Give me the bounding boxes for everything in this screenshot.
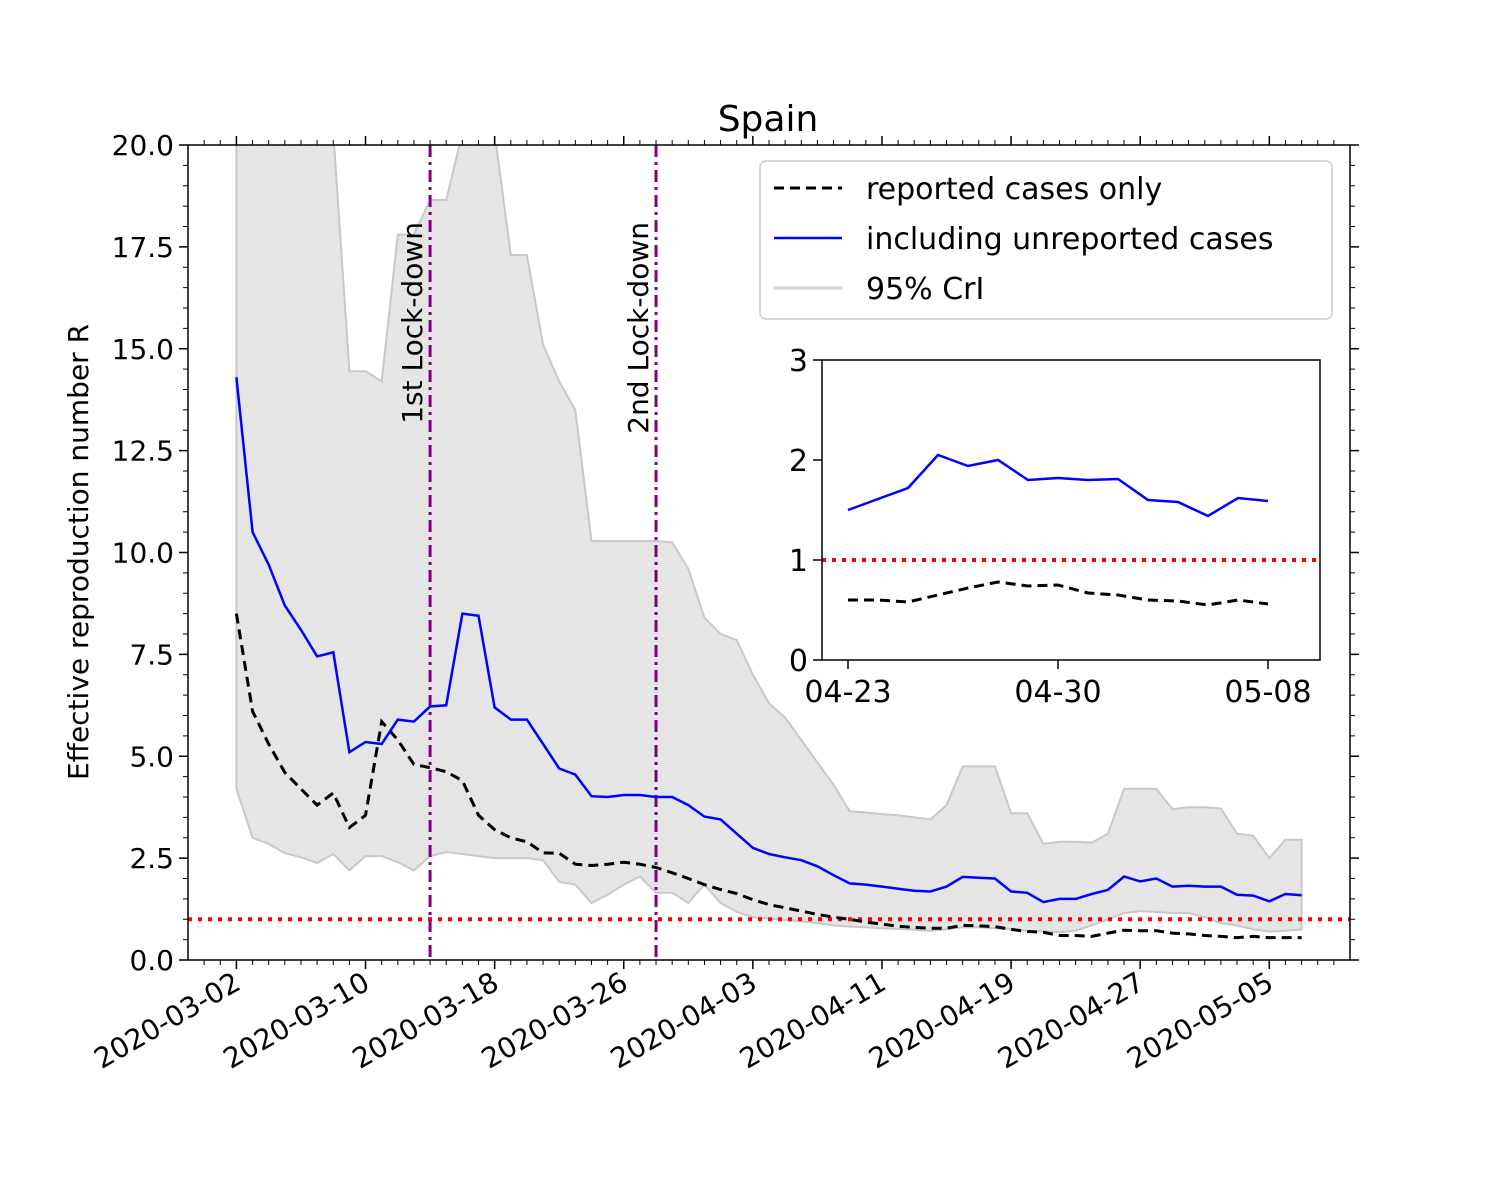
y-tick-label: 10.0 xyxy=(112,537,174,570)
series-reported-line xyxy=(234,613,1302,940)
inset-x-tick-label: 04-30 xyxy=(1014,675,1101,710)
y-tick-label: 7.5 xyxy=(129,638,174,671)
inset-y-tick-label: 0 xyxy=(789,644,808,679)
inset-x-tick-label: 05-08 xyxy=(1224,675,1311,710)
x-tick-label: 2020-04-11 xyxy=(734,965,891,1075)
x-tick-label: 2020-04-27 xyxy=(992,965,1149,1075)
x-tick-label: 2020-05-05 xyxy=(1121,965,1278,1075)
lockdown-label-2: 2nd Lock-down xyxy=(622,222,655,434)
x-tick-label: 2020-04-19 xyxy=(863,965,1020,1075)
legend-label-band: 95% CrI xyxy=(866,272,984,307)
inset-y-tick-label: 3 xyxy=(789,344,808,379)
credible-interval-band xyxy=(235,145,1303,934)
y-axis-label: Effective reproduction number R xyxy=(62,324,95,780)
y-tick-label: 15.0 xyxy=(112,333,174,366)
x-tick-label: 2020-04-03 xyxy=(605,965,762,1075)
inset-plot: 04-23 04-30 05-08 0 1 2 3 xyxy=(789,344,1321,710)
y-tick-label: 20.0 xyxy=(112,129,174,162)
inset-y-tick-label: 1 xyxy=(789,544,808,579)
x-tick-label: 2020-03-10 xyxy=(218,965,375,1075)
chart-title: Spain xyxy=(718,99,819,140)
inset-series-reported-line xyxy=(848,580,1269,607)
lockdown-label-1: 1st Lock-down xyxy=(396,222,429,424)
x-tick-label: 2020-03-18 xyxy=(347,965,504,1075)
x-tick-label: 2020-03-26 xyxy=(476,965,633,1075)
y-tick-label: 12.5 xyxy=(112,435,174,468)
inset-series-unreported-line xyxy=(847,453,1269,518)
inset-x-tick-label: 04-23 xyxy=(804,675,891,710)
y-tick-label: 0.0 xyxy=(129,944,174,977)
x-tick-label: 2020-03-02 xyxy=(88,965,245,1075)
y-tick-label: 2.5 xyxy=(129,842,174,875)
series-unreported-line xyxy=(235,377,1302,904)
inset-y-tick-label: 2 xyxy=(789,444,808,479)
y-tick-label: 5.0 xyxy=(129,740,174,773)
inset-background xyxy=(822,360,1320,660)
y-tick-label: 17.5 xyxy=(112,231,174,264)
legend-frame xyxy=(759,160,1333,320)
legend-label-unreported: including unreported cases xyxy=(866,222,1273,257)
legend-label-reported: reported cases only xyxy=(866,172,1162,207)
legend: reported cases only including unreported… xyxy=(759,160,1333,320)
inset-frame xyxy=(821,359,1321,661)
